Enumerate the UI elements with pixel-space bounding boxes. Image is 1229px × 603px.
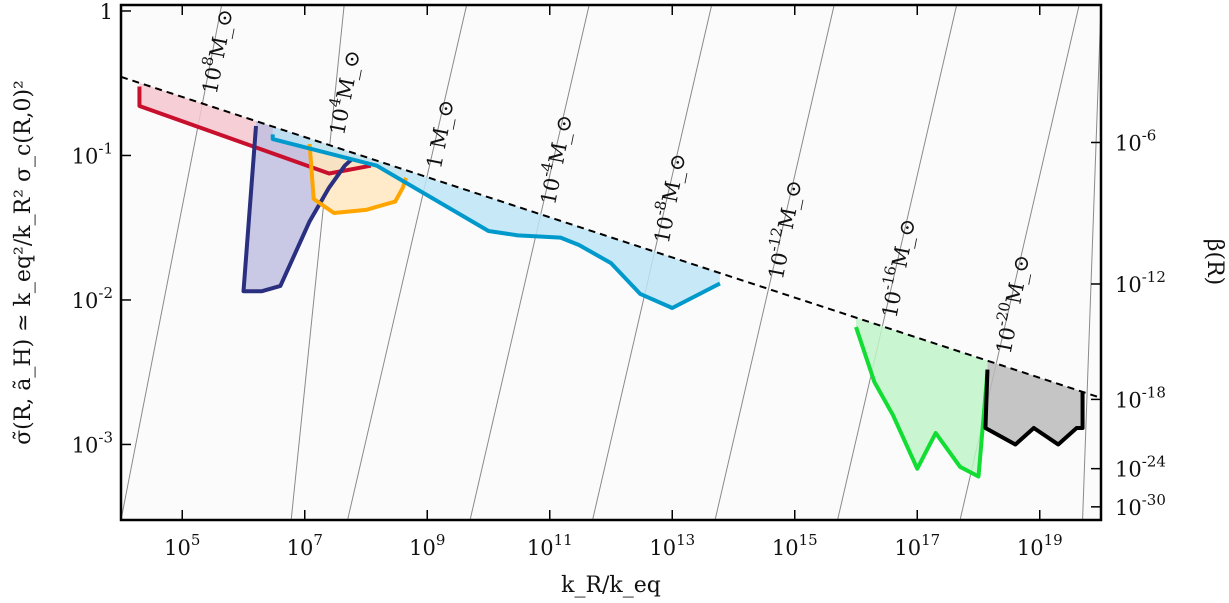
x-tick-label-7: 1019 [1017,531,1063,560]
x-axis-label: k_R/k_eq [561,573,661,598]
mass-contour-line-1 [290,5,345,520]
constraint-region-line-2 [307,143,408,215]
right-tick-label-1: 10-12 [1115,268,1166,297]
mass-label-7: 10-20M_⊙ [987,252,1035,356]
mass-contour-line-6 [837,5,958,520]
x-tick-label-4: 1013 [649,531,695,560]
y-tick-label-2: 10-2 [72,284,113,313]
right-tick-label-3: 10-24 [1115,453,1166,482]
x-tick-label-1: 107 [287,531,323,560]
constraint-region-line-3 [270,134,721,310]
x-tick-label-2: 109 [409,531,445,560]
plot-frame [119,3,1103,522]
mass-contour-line-3 [469,5,590,520]
y-tick-label-3: 10-3 [72,428,113,457]
constraint-region-fill-5 [985,360,1083,445]
constraint-region-fill-3 [272,126,720,308]
right-tick-label-0: 10-6 [1115,126,1156,155]
y-axis-label: σ̃(R, ã_H) ≃ k_eq²/k_R² σ_c(R,0)² [11,80,36,445]
y-tick-label-1: 10-1 [72,139,113,168]
x-tick-label-6: 1017 [894,531,940,560]
x-tick-label-0: 105 [164,531,200,560]
constraint-region-line-0 [137,86,372,176]
constraint-region-fill-4 [856,317,988,477]
constraint-region-fill-2 [309,138,407,213]
boundary-dashed-line [120,75,1102,399]
constraint-region-line-4 [854,326,990,479]
mass-contour-line-2 [347,5,468,520]
constraint-region-line-5 [983,369,1085,447]
mass-contour-line-0 [121,5,223,520]
mass-contour-line-5 [714,5,835,520]
x-tick-label-5: 1015 [772,531,818,560]
right-tick-label-2: 10-18 [1115,383,1166,412]
mass-contour-line-8 [1082,5,1101,520]
x-tick-label-3: 1011 [527,531,573,560]
constraint-region-line-1 [241,125,354,294]
y-tick-label-0: 1 [100,0,113,24]
right-tick-label-4: 10-30 [1115,491,1166,520]
right-axis-label: β(R) [1202,239,1227,285]
